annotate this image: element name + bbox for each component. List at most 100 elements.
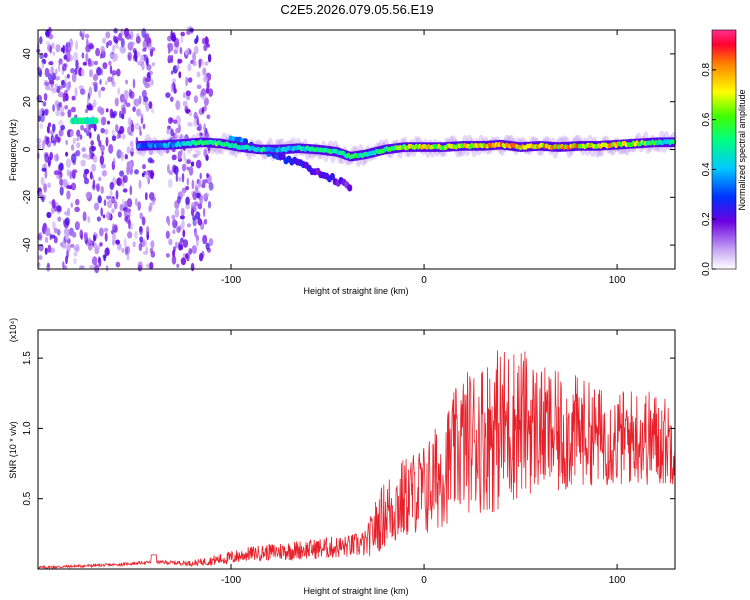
noise-cell: [62, 178, 68, 188]
noise-cell: [132, 241, 136, 248]
noise-cell: [147, 42, 153, 52]
noise-cell: [177, 58, 183, 64]
noise-cell: [119, 110, 122, 119]
noise-cell: [115, 239, 120, 245]
noise-cell: [89, 69, 93, 78]
noise-cell: [205, 242, 210, 250]
noise-cell: [40, 177, 45, 186]
noise-cell: [122, 188, 128, 193]
noise-cell: [199, 132, 203, 137]
noise-cell: [87, 216, 91, 223]
noise-cell: [184, 158, 188, 167]
noise-cell: [92, 81, 98, 87]
snr-line: [37, 350, 676, 571]
noise-cell: [54, 76, 61, 81]
noise-cell: [177, 124, 181, 133]
noise-cell: [108, 60, 112, 66]
noise-cell: [142, 164, 146, 170]
noise-cell: [53, 170, 60, 176]
noise-cell: [63, 54, 68, 60]
noise-cell: [74, 206, 80, 213]
noise-cell: [150, 107, 155, 114]
noise-cell: [99, 155, 105, 165]
noise-cell: [65, 140, 68, 145]
noise-cell: [73, 51, 79, 62]
noise-cell: [111, 208, 115, 214]
noise-cell: [44, 157, 49, 163]
noise-cell: [52, 51, 56, 56]
noise-cell: [167, 49, 171, 54]
noise-cell: [65, 41, 71, 48]
noise-cell: [117, 211, 122, 218]
noise-cell: [90, 145, 97, 152]
noise-cell: [106, 211, 111, 221]
noise-cell: [107, 76, 113, 83]
noise-cell: [85, 108, 88, 114]
spectrogram-panel: -100 0 100 -40 -20 0 20 40 Height of straight l…: [8, 25, 677, 296]
noise-cell: [206, 80, 210, 91]
noise-cell: [112, 232, 116, 242]
blob-cell: [93, 117, 99, 125]
noise-cell: [208, 182, 214, 191]
noise-cell: [198, 253, 204, 262]
noise-cell: [91, 163, 96, 172]
spectrogram-ylabel: Frequency (Hz): [8, 119, 18, 181]
noise-cell: [44, 227, 51, 237]
noise-cell: [138, 179, 142, 189]
noise-cell: [58, 58, 63, 65]
noise-cell: [105, 80, 108, 86]
noise-cell: [111, 80, 116, 88]
noise-cell: [137, 60, 142, 66]
noise-cell: [69, 130, 74, 137]
noise-cell: [85, 191, 91, 199]
noise-cell: [41, 197, 45, 203]
noise-cell: [191, 245, 197, 254]
noise-cell: [95, 47, 100, 57]
noise-cell: [86, 38, 89, 47]
noise-cell: [196, 118, 200, 126]
noise-cell: [91, 256, 98, 266]
noise-cell: [199, 172, 202, 180]
noise-cell: [132, 106, 136, 112]
noise-cell: [60, 79, 65, 86]
noise-cell: [200, 88, 207, 97]
noise-cell: [201, 183, 206, 188]
noise-cell: [112, 223, 116, 232]
noise-cell: [196, 150, 201, 156]
noise-cell: [111, 229, 114, 235]
x-tick-label: -100: [221, 275, 241, 286]
noise-cell: [51, 199, 56, 209]
noise-cell: [141, 61, 145, 71]
noise-cell: [36, 94, 43, 102]
noise-cell: [175, 241, 178, 249]
noise-cell: [45, 136, 49, 145]
noise-cell: [172, 219, 177, 228]
noise-cell: [84, 232, 87, 241]
noise-cell: [66, 190, 71, 200]
noise-cell: [92, 99, 97, 108]
noise-cell: [182, 92, 186, 99]
noise-cell: [182, 190, 185, 197]
noise-cell: [90, 122, 95, 129]
noise-cell: [199, 195, 203, 206]
noise-cell: [100, 86, 106, 92]
noise-cell: [125, 102, 131, 108]
noise-cell: [83, 177, 90, 185]
snr-ylabel: SNR (10 * v/v): [8, 421, 18, 479]
colorbar-tick-label: 0.6: [701, 112, 712, 126]
noise-cell: [95, 183, 100, 192]
noise-cell: [176, 263, 180, 268]
noise-cell: [165, 230, 170, 239]
noise-cell: [167, 217, 171, 227]
noise-cell: [171, 34, 177, 42]
noise-cell: [185, 196, 190, 206]
noise-cell: [207, 53, 212, 63]
noise-cell: [104, 232, 108, 242]
noise-cell: [185, 253, 189, 260]
noise-cell: [137, 264, 142, 272]
noise-cell: [203, 44, 208, 52]
noise-cell: [175, 100, 181, 111]
noise-cell: [92, 179, 96, 189]
noise-cell: [52, 221, 56, 231]
noise-cell: [166, 128, 170, 135]
